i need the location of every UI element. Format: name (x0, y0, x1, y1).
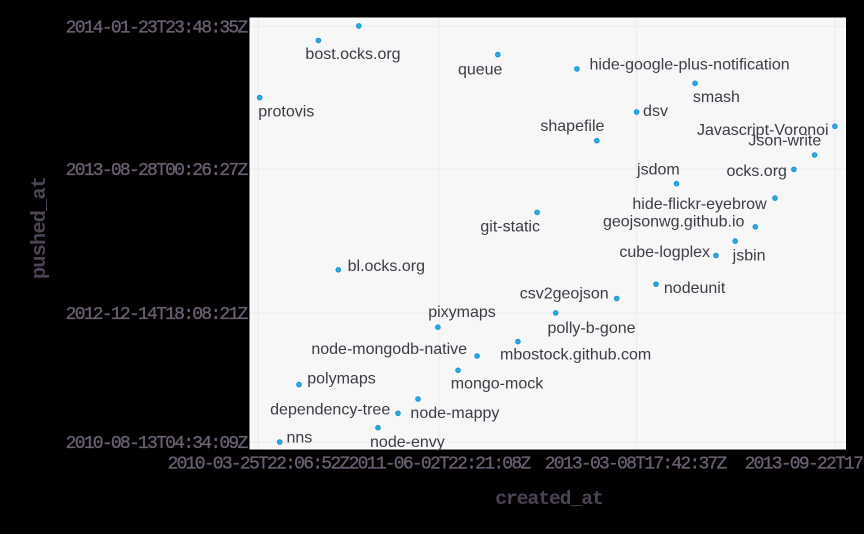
svg-text:jsdom: jsdom (636, 162, 680, 179)
svg-text:csv2geojson: csv2geojson (520, 286, 609, 303)
svg-text:hide-google-plus-notification: hide-google-plus-notification (590, 57, 790, 74)
svg-text:jsbin: jsbin (732, 248, 766, 265)
svg-text:2013-09-22T17:42:37Z: 2013-09-22T17:42:37Z (745, 455, 864, 475)
svg-text:shapefile: shapefile (540, 118, 604, 135)
svg-text:queue: queue (458, 61, 503, 78)
svg-text:dependency-tree: dependency-tree (270, 402, 390, 419)
svg-text:2013-03-08T17:42:37Z: 2013-03-08T17:42:37Z (545, 455, 728, 475)
svg-text:nns: nns (287, 430, 313, 447)
svg-text:polly-b-gone: polly-b-gone (547, 320, 635, 337)
svg-text:created_at: created_at (495, 488, 603, 510)
svg-text:bl.ocks.org: bl.ocks.org (348, 258, 425, 275)
svg-text:node-mappy: node-mappy (410, 405, 499, 422)
svg-text:git-static: git-static (480, 219, 540, 236)
svg-text:geojsonwg.github.io: geojsonwg.github.io (603, 214, 745, 231)
svg-text:pushed_at: pushed_at (29, 177, 52, 279)
svg-text:2011-06-02T22:21:08Z: 2011-06-02T22:21:08Z (349, 455, 532, 475)
svg-text:hide-flickr-eyebrow: hide-flickr-eyebrow (632, 196, 767, 213)
svg-text:Javascript-Voronoi: Javascript-Voronoi (697, 122, 829, 139)
svg-text:2010-08-13T04:34:09Z: 2010-08-13T04:34:09Z (66, 434, 249, 454)
svg-text:nodeunit: nodeunit (664, 280, 726, 297)
svg-text:2014-01-23T23:48:35Z: 2014-01-23T23:48:35Z (66, 19, 249, 39)
svg-text:node-mongodb-native: node-mongodb-native (311, 341, 467, 358)
svg-text:mongo-mock: mongo-mock (451, 376, 544, 393)
svg-text:smash: smash (693, 89, 740, 106)
svg-text:ocks.org: ocks.org (726, 163, 786, 180)
svg-text:Json-write: Json-write (748, 133, 821, 150)
svg-text:node-envy: node-envy (370, 434, 445, 451)
svg-text:bost.ocks.org: bost.ocks.org (305, 46, 400, 63)
svg-text:2013-08-28T00:26:27Z: 2013-08-28T00:26:27Z (66, 161, 249, 181)
svg-text:mbostock.github.com: mbostock.github.com (500, 347, 651, 364)
svg-text:pixymaps: pixymaps (428, 304, 496, 321)
svg-text:2010-03-25T22:06:52Z: 2010-03-25T22:06:52Z (168, 455, 351, 475)
svg-text:dsv: dsv (643, 103, 668, 120)
svg-text:protovis: protovis (258, 103, 314, 120)
svg-text:2012-12-14T18:08:21Z: 2012-12-14T18:08:21Z (66, 305, 249, 325)
svg-text:cube-logplex: cube-logplex (619, 244, 710, 261)
svg-text:polymaps: polymaps (307, 371, 375, 388)
